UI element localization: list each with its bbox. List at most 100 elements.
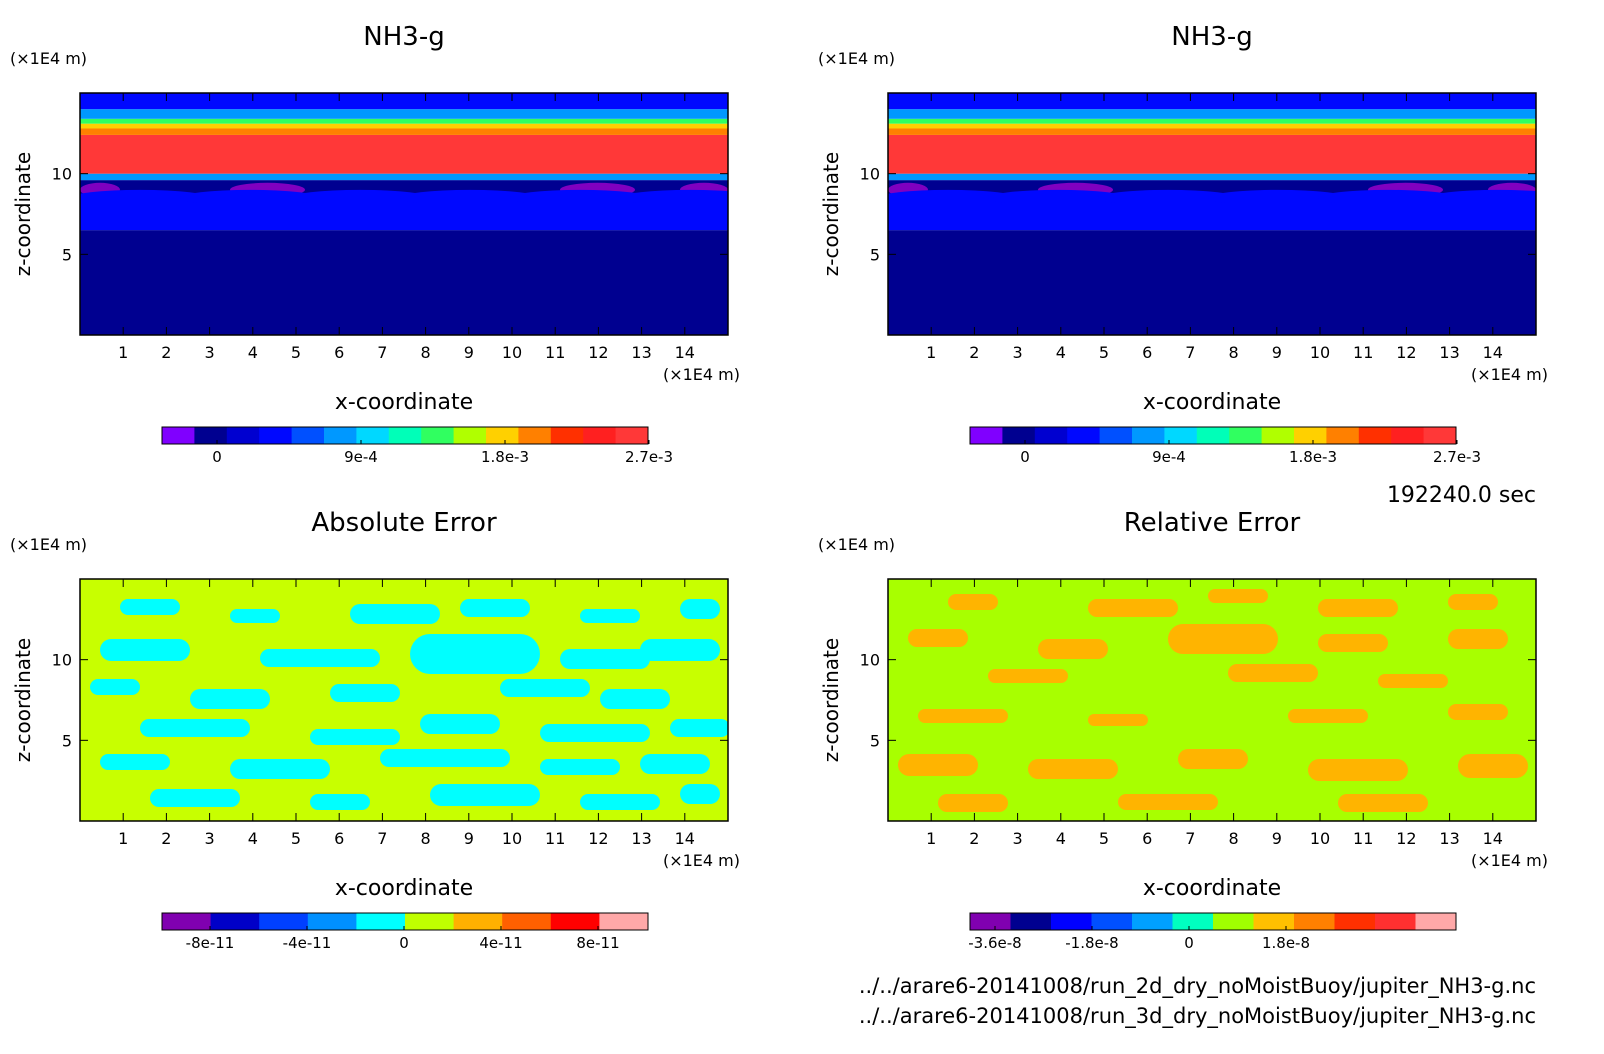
contour-band bbox=[540, 724, 650, 742]
y-axis-label: z-coordinate bbox=[819, 152, 843, 276]
colorbar-swatch bbox=[1196, 427, 1230, 444]
colorbar-frame bbox=[161, 426, 649, 445]
contour-band bbox=[908, 629, 968, 647]
x-tick-label: 12 bbox=[1396, 343, 1416, 362]
y-unit-label: (×1E4 m) bbox=[818, 535, 895, 554]
colorbar-swatch bbox=[356, 913, 406, 930]
panel-title: NH3-g bbox=[363, 22, 444, 52]
x-tick-label: 7 bbox=[1185, 829, 1195, 848]
colorbar-tick-label: 1.8e-3 bbox=[481, 448, 529, 466]
x-tick-label: 11 bbox=[1353, 829, 1373, 848]
contour-band bbox=[100, 754, 170, 770]
y-axis-label: z-coordinate bbox=[11, 638, 35, 762]
panel-1: NH3-g(×1E4 m)1 2 3 4 5 6 7 8 9 10 11 12 13 14510(×1E4… bbox=[10, 22, 740, 466]
colorbar-swatch bbox=[259, 913, 309, 930]
contour-band bbox=[80, 230, 728, 335]
colorbar-swatch bbox=[210, 913, 260, 930]
y-tick-label: 10 bbox=[52, 165, 72, 184]
contour-band bbox=[230, 609, 280, 623]
contour-band bbox=[190, 689, 270, 709]
y-tick-label: 10 bbox=[860, 165, 880, 184]
colorbar-tick-label: -3.6e-8 bbox=[968, 934, 1021, 952]
contour-band bbox=[1318, 634, 1388, 652]
contour-band bbox=[1318, 189, 1458, 206]
x-axis-label: x-coordinate bbox=[335, 876, 473, 901]
contour-band bbox=[948, 594, 998, 610]
contour-band bbox=[918, 709, 1008, 723]
colorbar-frame bbox=[969, 426, 1457, 445]
panel-2: NH3-g(×1E4 m)1 2 3 4 5 6 7 8 9 10 11 12 13 14510(×1E4… bbox=[818, 22, 1548, 466]
y-unit-label: (×1E4 m) bbox=[10, 49, 87, 68]
contour-band bbox=[988, 669, 1068, 683]
colorbar-swatch bbox=[1213, 913, 1254, 930]
contour-band bbox=[888, 123, 1536, 129]
x-tick-label: 2 bbox=[969, 829, 979, 848]
contour-band bbox=[500, 679, 590, 697]
x-unit-label: (×1E4 m) bbox=[1471, 851, 1548, 870]
contour-band bbox=[380, 749, 510, 767]
colorbar-swatch bbox=[550, 913, 600, 930]
x-tick-label: 4 bbox=[248, 829, 258, 848]
colorbar-swatch bbox=[970, 913, 1011, 930]
x-tick-label: 5 bbox=[291, 829, 301, 848]
x-tick-label: 9 bbox=[1272, 829, 1282, 848]
plot-frame bbox=[79, 578, 729, 822]
x-tick-label: 10 bbox=[502, 343, 522, 362]
contour-band bbox=[180, 189, 320, 206]
colorbar-swatch bbox=[1002, 427, 1036, 444]
colorbar-swatch bbox=[421, 427, 455, 444]
y-axis-label: z-coordinate bbox=[819, 638, 843, 762]
colorbar-swatch bbox=[291, 427, 325, 444]
contour-band bbox=[1318, 599, 1398, 617]
colorbar: -3.6e-8 -1.8e-8 0 1.8e-8 bbox=[968, 912, 1457, 952]
x-unit-label: (×1E4 m) bbox=[663, 851, 740, 870]
x-tick-label: 2 bbox=[161, 343, 171, 362]
contour-band bbox=[90, 679, 140, 695]
y-tick-label: 10 bbox=[52, 651, 72, 670]
colorbar-swatch bbox=[486, 427, 519, 444]
contour-band bbox=[1308, 759, 1408, 781]
colorbar-tick-label: 9e-4 bbox=[344, 448, 378, 466]
contour-band bbox=[1118, 794, 1218, 810]
contour-band bbox=[1178, 749, 1248, 769]
x-tick-label: 3 bbox=[1013, 829, 1023, 848]
colorbar-swatch bbox=[502, 913, 552, 930]
contour-band bbox=[1428, 189, 1536, 206]
contour-band bbox=[670, 719, 728, 737]
contour-band bbox=[120, 599, 180, 615]
x-tick-label: 3 bbox=[1013, 343, 1023, 362]
colorbar-tick-label: 0 bbox=[1184, 934, 1194, 952]
contour-band bbox=[888, 109, 1536, 119]
contour-band bbox=[938, 794, 1008, 812]
contour-band bbox=[988, 189, 1128, 206]
contour-band bbox=[888, 579, 1536, 821]
y-tick-label: 5 bbox=[870, 731, 880, 750]
x-tick-label: 2 bbox=[161, 829, 171, 848]
colorbar-swatch bbox=[599, 913, 649, 930]
contour-band bbox=[888, 189, 1018, 206]
colorbar-tick-label: 1.8e-3 bbox=[1289, 448, 1337, 466]
colorbar-swatch bbox=[405, 913, 455, 930]
contour-band bbox=[1458, 754, 1528, 778]
colorbar-swatch bbox=[1091, 913, 1133, 930]
contour-band bbox=[1098, 189, 1238, 206]
file-path-2: ../../arare6-20141008/run_3d_dry_noMoist… bbox=[859, 1004, 1536, 1029]
contour-band bbox=[560, 649, 650, 669]
x-tick-label: 6 bbox=[334, 829, 344, 848]
y-axis-label: z-coordinate bbox=[11, 152, 35, 276]
colorbar-tick-label: 1.8e-8 bbox=[1262, 934, 1310, 952]
contour-band bbox=[580, 794, 660, 810]
x-tick-label: 1 bbox=[118, 829, 128, 848]
contour-band bbox=[680, 784, 720, 804]
colorbar-frame bbox=[161, 912, 649, 931]
contour-band bbox=[80, 134, 728, 174]
colorbar-tick-label: 9e-4 bbox=[1152, 448, 1186, 466]
contour-band bbox=[1088, 599, 1178, 617]
colorbar-swatch bbox=[307, 913, 357, 930]
x-tick-label: 9 bbox=[464, 343, 474, 362]
x-tick-label: 8 bbox=[421, 829, 431, 848]
colorbar-frame bbox=[969, 912, 1457, 931]
x-tick-label: 8 bbox=[421, 343, 431, 362]
contour-band bbox=[640, 639, 720, 661]
